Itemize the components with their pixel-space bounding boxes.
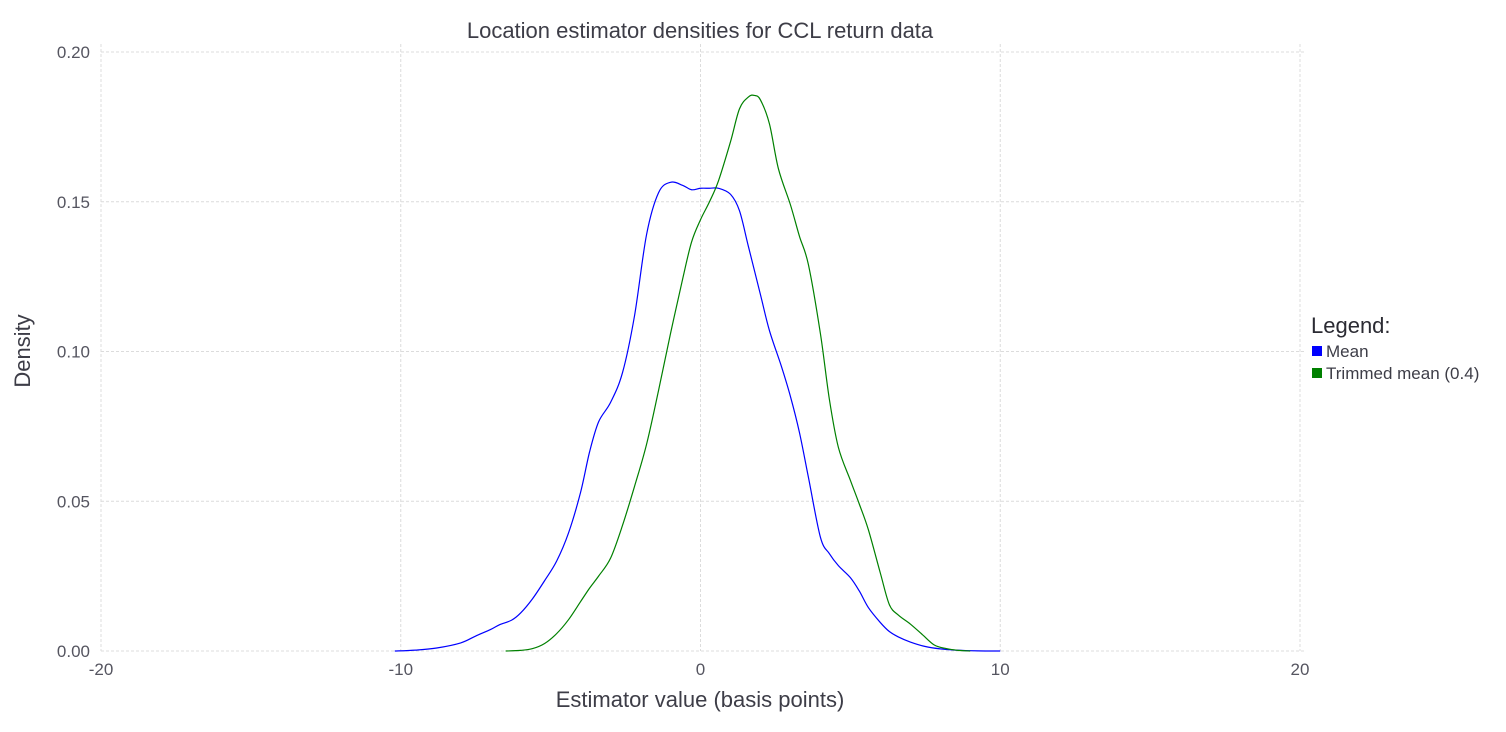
x-tick-label: -10: [388, 660, 413, 679]
y-tick-label: 0.15: [57, 193, 90, 212]
y-axis-label: Density: [10, 314, 35, 387]
legend-title: Legend:: [1311, 313, 1391, 338]
legend-swatch-trimmed-mean: [1312, 368, 1322, 378]
series-lines: [394, 94, 1001, 652]
grid-lines: [100, 44, 1306, 652]
x-axis-ticks: -20 -10 0 10 20: [89, 660, 1310, 679]
x-tick-label: 10: [991, 660, 1010, 679]
y-axis-ticks: 0.00 0.05 0.10 0.15 0.20: [57, 43, 90, 661]
x-tick-label: -20: [89, 660, 114, 679]
series-line-mean: [394, 181, 1001, 652]
legend: Legend: Mean Trimmed mean (0.4): [1311, 313, 1479, 383]
y-tick-label: 0.10: [57, 343, 90, 362]
x-tick-label: 0: [696, 660, 705, 679]
chart-title: Location estimator densities for CCL ret…: [467, 18, 934, 43]
y-tick-label: 0.00: [57, 642, 90, 661]
x-axis-label: Estimator value (basis points): [556, 687, 845, 712]
x-tick-label: 20: [1291, 660, 1310, 679]
legend-label-trimmed-mean: Trimmed mean (0.4): [1326, 364, 1479, 383]
legend-swatch-mean: [1312, 346, 1322, 356]
y-tick-label: 0.20: [57, 43, 90, 62]
legend-label-mean: Mean: [1326, 342, 1369, 361]
series-line-trimmed-mean: [505, 94, 971, 652]
y-tick-label: 0.05: [57, 492, 90, 511]
